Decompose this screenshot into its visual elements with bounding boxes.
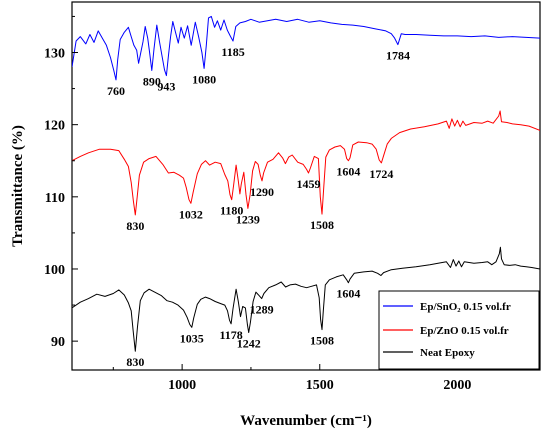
peak-label: 1242 [237, 336, 261, 350]
peak-label: 1035 [180, 331, 204, 345]
peak-label: 1239 [236, 212, 260, 226]
peak-label: 1180 [220, 204, 243, 218]
legend: Ep/SnO₂ 0.15 vol.fr Ep/ZnO 0.15 vol.fr N… [378, 290, 540, 370]
peak-label: 1459 [296, 177, 320, 191]
plot-frame [71, 1, 541, 371]
series-line-1 [72, 110, 540, 216]
peak-label: 1289 [250, 303, 274, 317]
peak-label: 890 [143, 75, 161, 89]
x-tick-label: 1000 [168, 378, 196, 393]
y-axis-title: Transmittance (%) [10, 125, 26, 247]
peak-label: 1032 [179, 207, 203, 221]
y-tick-label: 100 [44, 263, 65, 278]
peak-label: 1508 [310, 218, 334, 232]
peak-label: 1604 [336, 165, 360, 179]
legend-label-neat-epoxy: Neat Epoxy [420, 347, 475, 359]
legend-label-sno2: Ep/SnO₂ 0.15 vol.fr [420, 301, 511, 313]
peak-label: 1784 [386, 49, 410, 63]
peak-label: 830 [126, 355, 144, 369]
legend-label-zno: Ep/ZnO 0.15 vol.fr [420, 325, 509, 337]
peak-label: 1724 [369, 167, 393, 181]
peak-label: 1178 [219, 328, 242, 342]
ticks-layer: 1000 1500 2000 90 100 110 120 130 [44, 15, 527, 393]
x-tick-label: 1500 [306, 378, 334, 393]
y-tick-label: 130 [44, 47, 65, 62]
x-tick-label: 2000 [443, 378, 471, 393]
series-layer [72, 15, 540, 352]
y-tick-label: 90 [51, 335, 65, 350]
peak-label: 1185 [221, 45, 244, 59]
y-tick-label: 120 [44, 119, 65, 134]
peak-label: 1604 [336, 287, 360, 301]
peak-label: 830 [126, 219, 144, 233]
y-tick-label: 110 [45, 191, 65, 206]
peak-label: 1290 [250, 185, 274, 199]
series-line-0 [72, 15, 540, 81]
peak-label: 1080 [192, 72, 216, 86]
series-line-2 [72, 246, 540, 352]
peak-label: 1508 [310, 334, 334, 348]
peak-label: 943 [157, 80, 175, 94]
peak-label: 760 [107, 84, 125, 98]
x-axis-title: Wavenumber (cm⁻¹) [240, 413, 372, 429]
